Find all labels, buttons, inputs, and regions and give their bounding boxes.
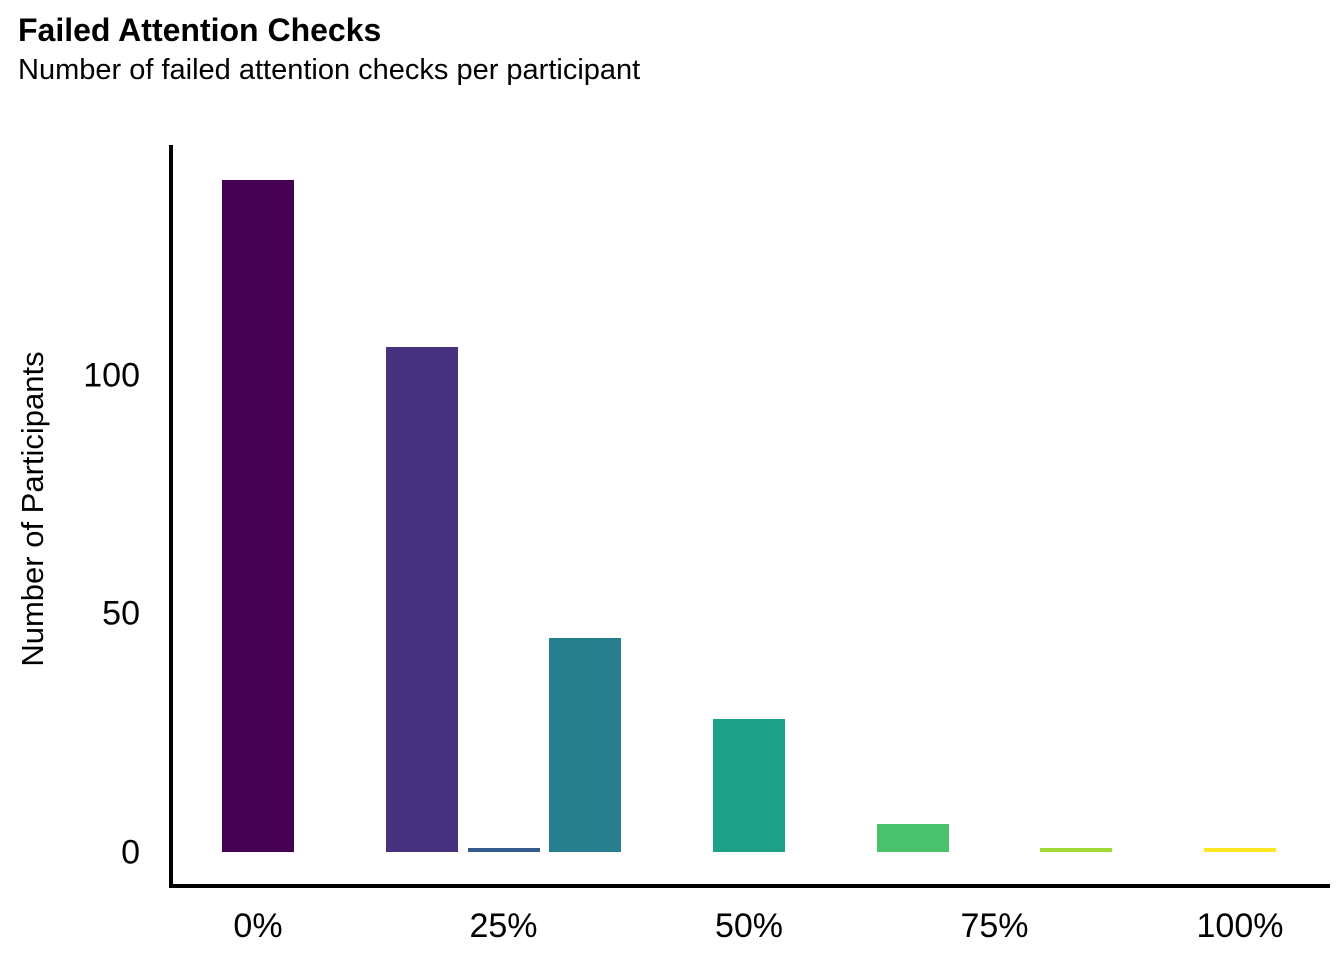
x-tick-label-25%: 25% bbox=[469, 907, 538, 945]
y-tick-label-0: 0 bbox=[121, 832, 140, 871]
chart-title: Failed Attention Checks bbox=[18, 12, 382, 48]
x-tick-label-100%: 100% bbox=[1196, 907, 1284, 945]
bar-16.7% bbox=[385, 346, 458, 853]
bar-25% bbox=[467, 847, 540, 853]
chart-subtitle: Number of failed attention checks per pa… bbox=[18, 54, 641, 86]
x-tick-label-75%: 75% bbox=[960, 907, 1029, 945]
bar-100% bbox=[1204, 847, 1276, 853]
y-tick-label-50: 50 bbox=[102, 594, 140, 633]
y-axis-line bbox=[169, 145, 173, 888]
bar-0% bbox=[222, 179, 294, 853]
x-tick-label-0%: 0% bbox=[233, 907, 283, 945]
bar-66.7% bbox=[876, 823, 949, 853]
y-tick-label-100: 100 bbox=[83, 355, 140, 394]
x-tick-label-50%: 50% bbox=[714, 907, 784, 945]
x-axis-line bbox=[169, 884, 1330, 888]
bar-33.3% bbox=[549, 637, 621, 853]
bar-83.3% bbox=[1040, 847, 1112, 853]
bar-50% bbox=[713, 718, 785, 853]
